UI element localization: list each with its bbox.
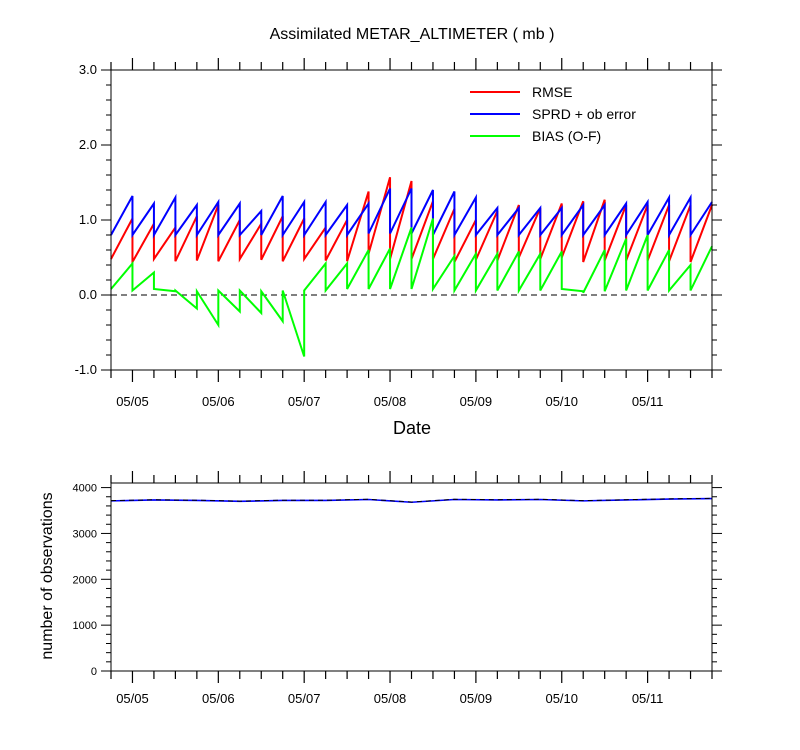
y-tick-label: 0.0 [79, 287, 97, 302]
y-tick-label: 2000 [73, 574, 97, 586]
x-tick-label: 05/10 [545, 394, 578, 409]
y-tick-label: 0 [91, 666, 97, 678]
x-tick-label: 05/09 [460, 394, 493, 409]
bottom-panel-ticks: 4000 3000 2000 1000 0 05/05 05/06 05/07 05/08 05/… [73, 471, 722, 706]
series-line-bias-o-f [110, 218, 713, 357]
x-tick-label: 05/05 [116, 394, 149, 409]
series-line-sprd-ob-error [110, 188, 713, 239]
bottom-panel-frame [110, 482, 713, 672]
y-tick-label: 3000 [73, 528, 97, 540]
observation-count-panel: 4000 3000 2000 1000 0 05/05 05/06 05/07 05/08 05/… [39, 471, 722, 706]
y-tick-label: 1.0 [79, 212, 97, 227]
x-tick-label: 05/08 [374, 691, 407, 706]
y-tick-label: -1.0 [75, 362, 97, 377]
top-panel-ticks: 3.0 2.0 1.0 0.0 -1.0 05/05 05/06 05/07 05/08 05/0… [75, 58, 722, 409]
rmse-spread-bias-panel: Assimilated METAR_ALTIMETER ( mb ) 3.0 2.… [75, 26, 722, 438]
y-tick-label: 3.0 [79, 62, 97, 77]
x-tick-label: 05/08 [374, 394, 407, 409]
x-tick-label: 05/06 [202, 691, 235, 706]
x-axis-label: Date [393, 418, 431, 438]
x-tick-label: 05/11 [632, 691, 664, 706]
x-tick-label: 05/07 [288, 691, 321, 706]
y-axis-label: number of observations [39, 492, 56, 659]
y-tick-label: 1000 [73, 620, 97, 632]
x-tick-label: 05/06 [202, 394, 235, 409]
top-panel-series [110, 176, 713, 357]
legend-entry: SPRD + ob error [532, 106, 636, 122]
legend-entry: RMSE [532, 84, 572, 100]
legend: RMSE SPRD + ob error BIAS (O-F) [470, 84, 636, 144]
legend-entry: BIAS (O-F) [532, 128, 601, 144]
bottom-panel-series [110, 497, 713, 504]
chart-title: Assimilated METAR_ALTIMETER ( mb ) [270, 26, 555, 43]
y-tick-label: 4000 [73, 483, 97, 495]
series-line-count-1 [110, 497, 713, 503]
y-tick-label: 2.0 [79, 137, 97, 152]
x-tick-label: 05/10 [545, 691, 578, 706]
x-tick-label: 05/05 [116, 691, 149, 706]
x-tick-label: 05/11 [632, 394, 664, 409]
x-tick-label: 05/09 [460, 691, 493, 706]
x-tick-label: 05/07 [288, 394, 321, 409]
